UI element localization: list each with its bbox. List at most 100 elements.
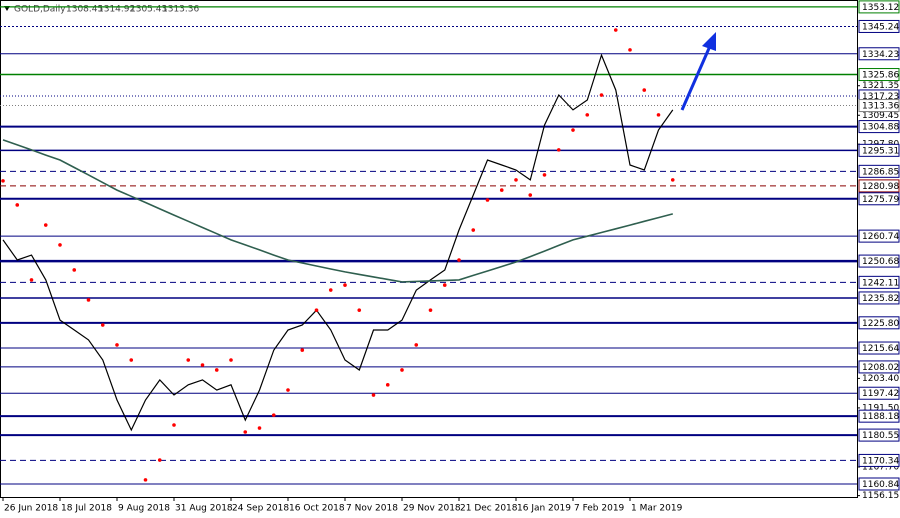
header: GOLD,Daily 1308.45 1314.92 1305.43 1313.… (4, 5, 199, 15)
level-label-box (858, 341, 900, 355)
sar-dot (528, 193, 533, 197)
level-label: 1188.18 (862, 412, 899, 422)
sar-dot (357, 308, 362, 312)
sar-dot (300, 348, 305, 352)
level-label: 1180.55 (862, 431, 899, 441)
sar-dot (642, 88, 647, 92)
sar-dot (514, 178, 518, 182)
level-label: 1275.79 (862, 195, 899, 205)
plot-frame (0, 0, 858, 498)
sar-dot (670, 178, 675, 182)
y-tick-label: 1321.35 (862, 81, 899, 91)
sar-dot (499, 188, 504, 192)
sar-dot (257, 426, 262, 430)
x-tick-label: 16 Jan 2019 (517, 504, 571, 514)
sar-dot (200, 363, 205, 367)
sar-dot (371, 393, 376, 397)
level-label: 1250.68 (862, 257, 899, 267)
x-tick-label: 21 Dec 2018 (460, 504, 518, 514)
level-label-box (858, 120, 900, 134)
sar-dot (556, 148, 561, 152)
level-label: 1313.36 (862, 102, 899, 112)
trend-arrow (680, 32, 716, 111)
level-label-box (858, 428, 900, 442)
sar-dot (400, 368, 404, 372)
y-tick-label: 1309.45 (862, 111, 899, 121)
y-tick-label: 1203.40 (862, 374, 899, 384)
level-label-box (858, 409, 900, 423)
x-tick-label: 1 Mar 2019 (631, 504, 683, 514)
level-label-box (858, 143, 900, 157)
x-tick-label: 18 Jul 2018 (61, 504, 112, 514)
level-label: 1208.02 (862, 363, 899, 373)
level-label: 1295.31 (862, 146, 899, 156)
level-label-box (858, 453, 900, 467)
x-tick-label: 16 Oct 2018 (289, 504, 345, 514)
sar-dot (72, 268, 77, 272)
sar-dot (172, 423, 176, 427)
level-label-box (858, 99, 900, 113)
level-label: 1317.23 (862, 92, 899, 102)
level-label: 1260.74 (862, 232, 899, 242)
close: 1313.36 (162, 5, 199, 15)
x-tick-label: 26 Jun 2018 (4, 504, 58, 514)
level-label-box (858, 291, 900, 305)
level-label-box (858, 192, 900, 206)
sar-dot (314, 308, 319, 312)
level-label-box (858, 0, 900, 14)
level-label: 1286.85 (862, 167, 899, 177)
x-tick-label: 7 Feb 2019 (574, 504, 625, 514)
sar-dot (542, 173, 547, 177)
level-label-box (858, 19, 900, 33)
level-label-box (858, 179, 900, 193)
level-label: 1225.80 (862, 319, 899, 329)
level-label-box (858, 68, 900, 82)
sar-dot (343, 283, 347, 287)
level-label: 1345.24 (862, 22, 899, 32)
level-label-box (858, 386, 900, 400)
arrow-head (702, 32, 716, 51)
high: 1314.92 (98, 5, 135, 15)
level-label: 1304.88 (862, 123, 899, 133)
sar-dot (115, 343, 119, 347)
x-tick-label: 29 Nov 2018 (403, 504, 461, 514)
level-label: 1353.12 (862, 3, 899, 13)
sar-dot (385, 383, 390, 387)
sar-dot (471, 228, 476, 232)
sar-dot (15, 203, 20, 207)
sar-dot (585, 113, 590, 117)
level-label: 1334.23 (862, 50, 899, 60)
sar-dot (457, 258, 461, 262)
symbol: GOLD,Daily (14, 5, 66, 15)
y-tick-label: 1191.50 (862, 403, 899, 413)
sar-dot (599, 93, 604, 97)
level-label-box (858, 254, 900, 268)
sar-dot (1, 179, 5, 183)
sar-dot (186, 358, 191, 362)
sar-dot (129, 358, 134, 362)
level-label-box (858, 229, 900, 243)
sar-dot (243, 430, 248, 434)
level-label: 1160.84 (862, 480, 899, 490)
level-label-box (858, 275, 900, 289)
sar-dot (656, 113, 661, 117)
sar-dot (58, 243, 62, 247)
sar-dot (571, 128, 575, 132)
y-tick-label: 1156.15 (862, 491, 899, 501)
open: 1308.45 (66, 5, 103, 15)
sar-dot (86, 298, 91, 302)
level-label-box (858, 47, 900, 61)
sar-dot (214, 368, 219, 372)
x-tick-label: 24 Sep 2018 (232, 504, 289, 514)
sar-dot (29, 278, 34, 282)
sar-dot (628, 48, 632, 52)
sar-dot (100, 323, 105, 327)
level-label-box (858, 477, 900, 491)
sar-dot (485, 198, 490, 202)
x-tick-label: 31 Aug 2018 (175, 504, 233, 514)
sar-dot (428, 308, 433, 312)
level-label: 1235.82 (862, 294, 899, 304)
sar-dot (414, 343, 419, 347)
